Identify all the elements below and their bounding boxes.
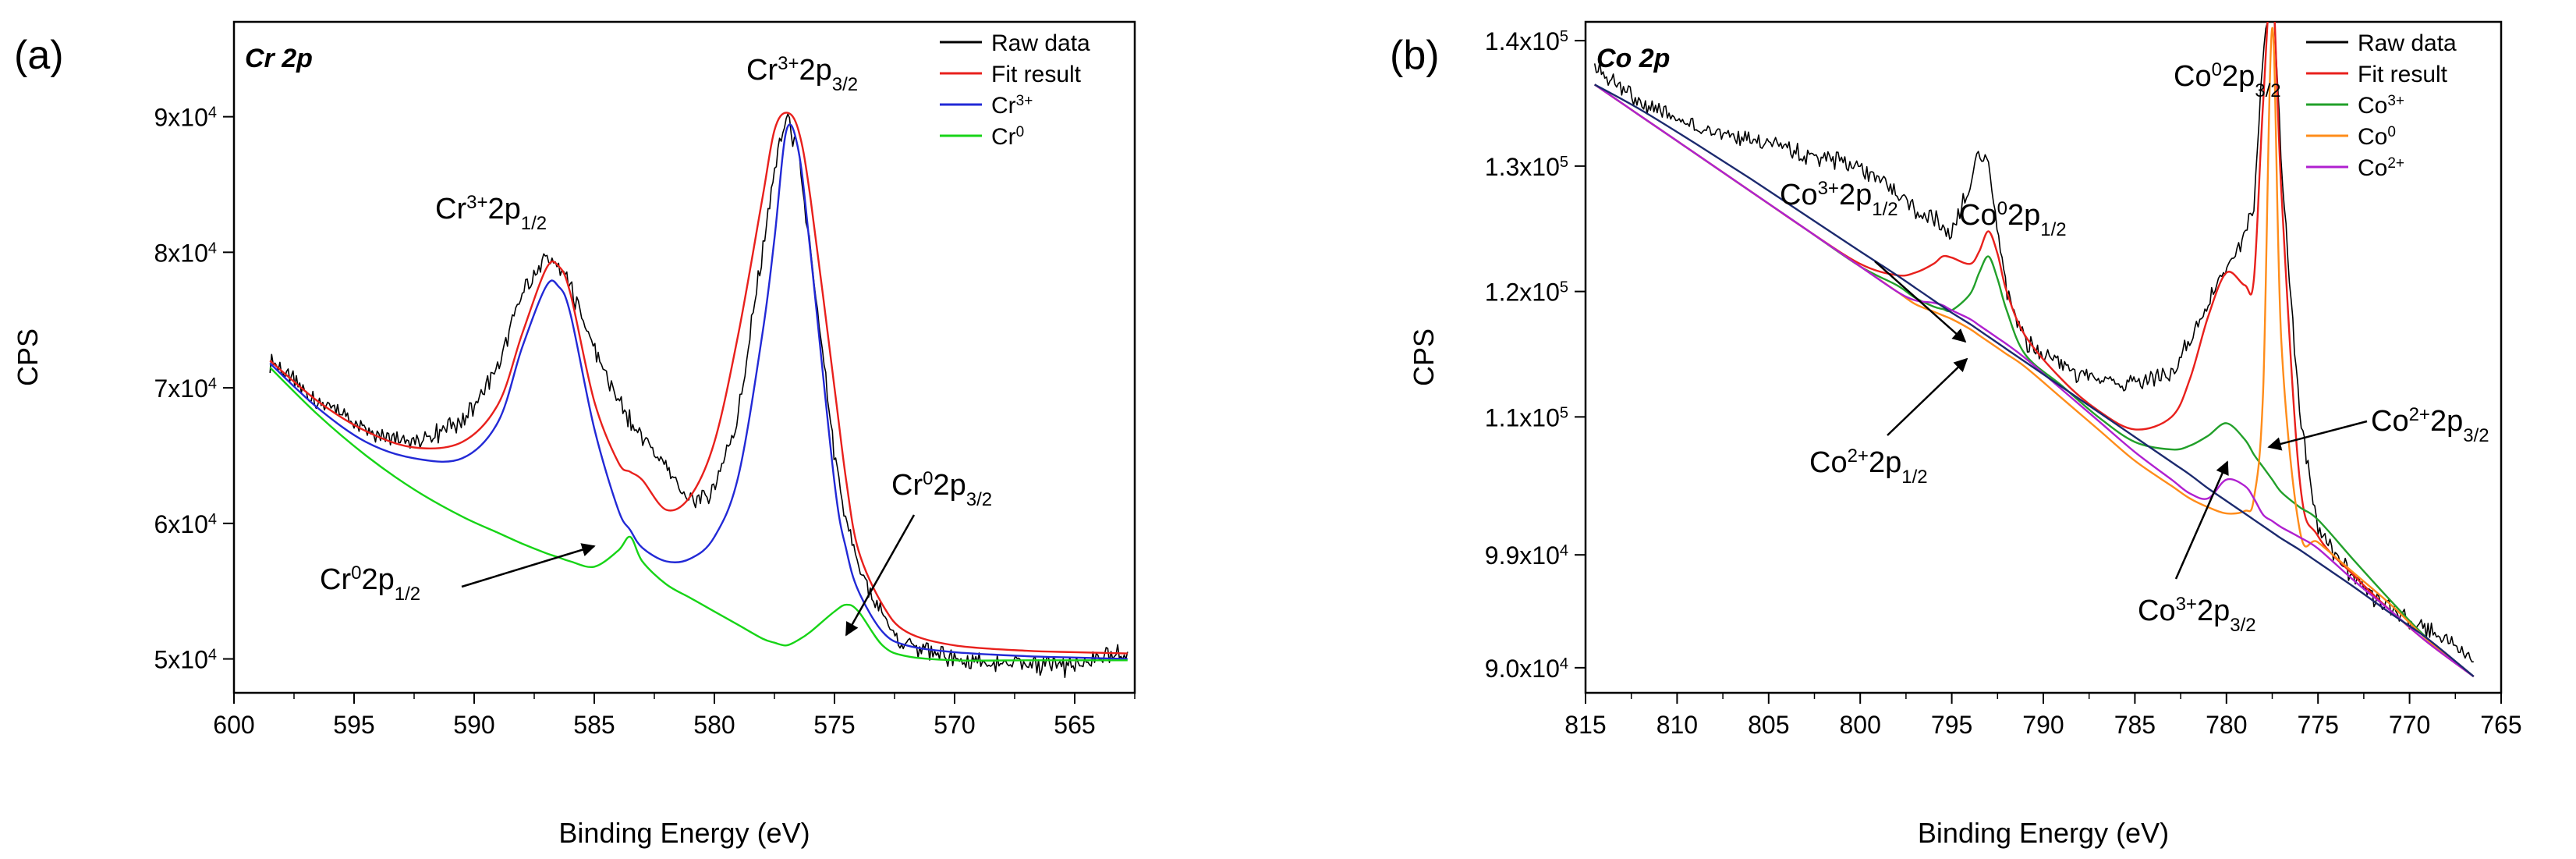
y-tick-label: 1.2x105 [1485, 279, 1568, 307]
x-axis-label: Binding Energy (eV) [1918, 817, 2169, 849]
series-line-co3- [1594, 83, 2475, 678]
legend-entry: Raw data [991, 30, 1090, 56]
x-tick-label: 590 [453, 711, 494, 739]
panel-a-chart: (a) Cr 2p 600 595 590 585 580 575 570 565 5x104 6x1… [12, 20, 1136, 849]
plot-frame [1584, 20, 2503, 694]
legend-entry: Co2+ [2358, 155, 2404, 182]
chart-title: Co 2p [1596, 44, 1670, 73]
legend-entry: Cr3+ [991, 93, 1033, 119]
peak-annotation: Cr3+2p3/2 [746, 53, 858, 95]
annotation-arrow [2267, 420, 2368, 451]
x-tick-label: 790 [2022, 711, 2064, 739]
series-line-co-background [1594, 83, 2475, 678]
peak-annotation: Co02p1/2 [1959, 198, 2067, 240]
peak-annotation: Co2+2p1/2 [1809, 445, 1928, 488]
x-tick-label: 815 [1564, 711, 1606, 739]
peak-annotation: Cr3+2p1/2 [435, 192, 547, 234]
chart-title: Cr 2p [245, 44, 313, 73]
y-tick-label: 8x104 [154, 239, 217, 267]
legend-entry: Co0 [2358, 124, 2396, 151]
series-line-cr3- [269, 123, 1128, 660]
peak-annotation: Co3+2p1/2 [1780, 178, 1898, 220]
y-tick-label: 1.1x105 [1485, 403, 1568, 431]
peak-annotation: Co02p3/2 [2174, 59, 2281, 101]
y-tick-label: 1.3x105 [1485, 153, 1568, 181]
legend-entry: Co3+ [2358, 93, 2404, 119]
legend-entry: Fit result [991, 62, 1082, 87]
legend-entry: Cr0 [991, 124, 1024, 151]
annotation-arrow [1874, 261, 1967, 343]
x-tick-label: 565 [1054, 711, 1095, 739]
plot-frame [232, 20, 1136, 694]
panel-label: (a) [14, 33, 64, 78]
x-tick-label: 780 [2206, 711, 2247, 739]
peak-annotation: Cr02p3/2 [891, 468, 992, 510]
x-tick-label: 805 [1748, 711, 1789, 739]
series-group [1593, 22, 2475, 678]
x-tick-label: 800 [1840, 711, 1881, 739]
y-tick-label: 5x104 [154, 646, 217, 674]
x-tick-label: 785 [2114, 711, 2156, 739]
x-tick-label: 585 [573, 711, 615, 739]
x-tick-label: 775 [2298, 711, 2339, 739]
x-tick-label: 795 [1931, 711, 1972, 739]
y-tick-label: 7x104 [154, 374, 217, 403]
x-tick-label: 600 [213, 711, 254, 739]
series-line-fit-result [1594, 22, 2475, 678]
annotation-arrow [461, 543, 596, 588]
series-line-cr0 [269, 367, 1128, 662]
peak-annotation: Co3+2p3/2 [2138, 594, 2256, 636]
x-tick-label: 575 [813, 711, 855, 739]
series-group [269, 112, 1129, 679]
series-line-co2- [1594, 83, 2475, 678]
panel-b-chart: (b) Co 2p 815 810 805 800 795 790 785 780 775 770 76… [1390, 20, 2522, 849]
annotation-arrow [1887, 357, 1968, 436]
series-line-raw-data [1593, 22, 2474, 663]
annotation-arrow [2174, 460, 2229, 580]
y-axis-label: CPS [12, 328, 44, 386]
y-tick-label: 9.0x104 [1485, 655, 1568, 683]
y-tick-label: 6x104 [154, 510, 217, 538]
x-tick-label: 580 [693, 711, 735, 739]
x-tick-label: 570 [934, 711, 975, 739]
y-tick-label: 9.9x104 [1485, 541, 1568, 570]
y-tick-label: 9x104 [154, 104, 217, 132]
annotation-arrow [845, 514, 916, 637]
series-line-fit-result [269, 112, 1128, 655]
x-tick-label: 595 [333, 711, 374, 739]
panel-label: (b) [1390, 33, 1440, 78]
y-axis-label: CPS [1408, 328, 1440, 386]
series-line-raw-data [269, 113, 1129, 679]
y-tick-label: 1.4x105 [1485, 27, 1568, 55]
legend-entry: Raw data [2358, 30, 2457, 56]
x-axis-label: Binding Energy (eV) [558, 817, 810, 849]
x-tick-label: 810 [1657, 711, 1698, 739]
peak-annotation: Co2+2p3/2 [2371, 404, 2489, 446]
x-tick-label: 765 [2480, 711, 2521, 739]
peak-annotation: Cr02p1/2 [320, 563, 420, 605]
x-tick-label: 770 [2389, 711, 2430, 739]
legend-entry: Fit result [2358, 62, 2448, 87]
